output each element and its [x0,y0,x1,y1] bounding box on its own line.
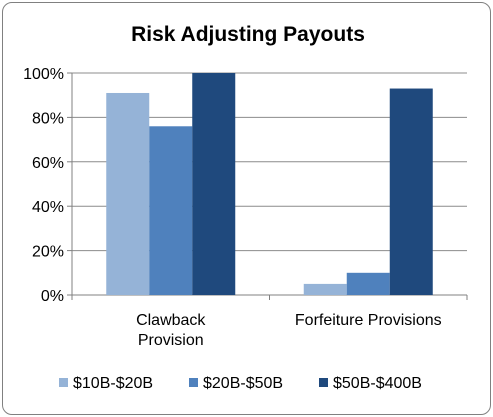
chart-title: Risk Adjusting Payouts [131,23,365,46]
y-tick-label: 80% [32,110,64,127]
legend-label: $10B-$20B [73,375,153,392]
bar [346,272,390,295]
bars [106,73,433,295]
x-category-label: Clawback [136,312,206,329]
legend-label: $20B-$50B [203,375,283,392]
x-category-label: Forfeiture Provisions [295,312,442,329]
legend-swatch [319,378,328,387]
bar [192,73,236,295]
bar [389,88,433,295]
y-tick-label: 60% [32,155,64,172]
bar [303,283,347,295]
bar [149,126,193,295]
bar [106,92,150,295]
y-tick-label: 20% [32,244,64,261]
y-tick-label: 100% [23,66,64,83]
y-axis: 0% 20% 40% 60% 80% 100% [23,66,73,305]
x-category-label: Provision [138,332,204,349]
legend: $10B-$20B $20B-$50B $50B-$400B [59,375,422,392]
legend-swatch [189,378,198,387]
y-tick-label: 0% [41,288,64,305]
legend-swatch [59,378,68,387]
x-axis: Clawback Provision Forfeiture Provisions [71,295,468,349]
legend-label: $50B-$400B [333,375,422,392]
y-tick-label: 40% [32,199,64,216]
